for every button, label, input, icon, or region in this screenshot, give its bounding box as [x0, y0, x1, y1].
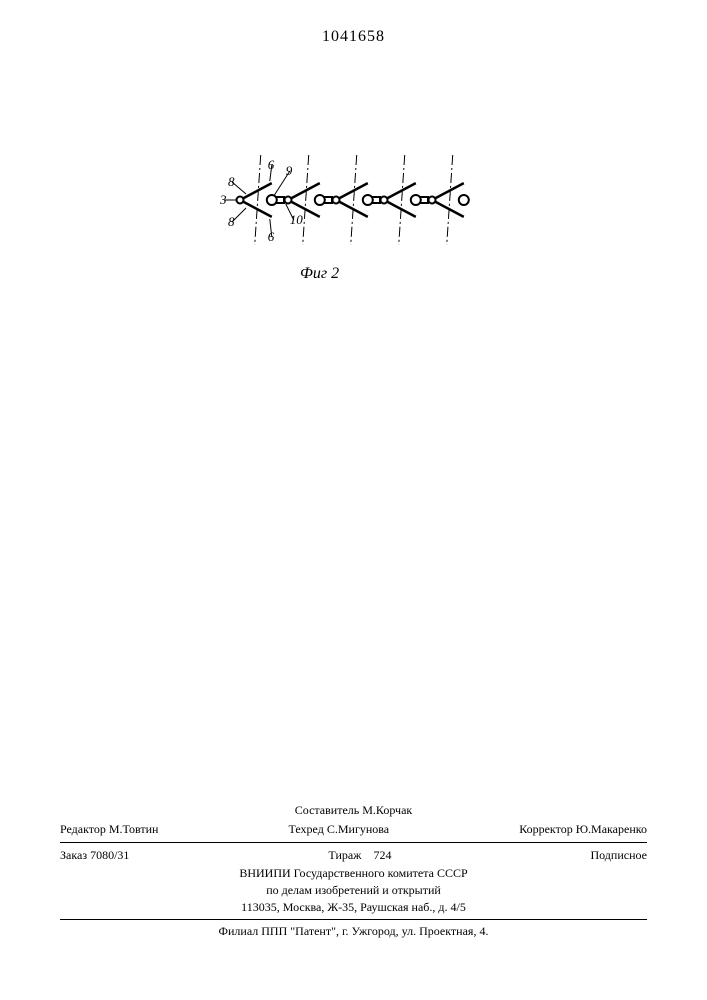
svg-text:9: 9 — [286, 163, 293, 178]
credits-row: Редактор М.Товтин Техред С.Мигунова Корр… — [60, 820, 647, 839]
compiler-name: М.Корчак — [362, 803, 412, 817]
svg-text:3: 3 — [219, 192, 227, 207]
svg-text:6: 6 — [268, 157, 275, 172]
order-cell: Заказ 7080/31 — [60, 848, 129, 863]
imprint-footer: Составитель М.Корчак Редактор М.Товтин Т… — [60, 803, 647, 940]
print-value: 724 — [373, 848, 391, 862]
print-label: Тираж — [328, 848, 361, 862]
sub-label: Подписное — [590, 848, 647, 863]
patent-page: 1041658 38866910 Фиг 2 Составитель М.Кор… — [0, 0, 707, 1000]
org-line2: по делам изобретений и открытий — [60, 882, 647, 899]
editor-name: М.Товтин — [109, 822, 159, 836]
svg-text:8: 8 — [228, 174, 235, 189]
techred-cell: Техред С.Мигунова — [289, 822, 390, 837]
order-label: Заказ — [60, 848, 87, 862]
corrector-name: Ю.Макаренко — [576, 822, 647, 836]
compiler-row: Составитель М.Корчак — [60, 803, 647, 820]
figure-2-diagram: 38866910 — [200, 140, 480, 290]
branch-line: Филиал ППП "Патент", г. Ужгород, ул. Про… — [60, 923, 647, 940]
svg-text:8: 8 — [228, 214, 235, 229]
compiler-label: Составитель — [295, 803, 359, 817]
order-row: Заказ 7080/31 Тираж 724 Подписное — [60, 846, 647, 865]
divider — [60, 919, 647, 920]
corrector-cell: Корректор Ю.Макаренко — [519, 822, 647, 837]
svg-text:10: 10 — [290, 212, 304, 227]
org-line1: ВНИИПИ Государственного комитета СССР — [60, 865, 647, 882]
figure-svg: 38866910 — [200, 140, 480, 280]
techred-label: Техред — [289, 822, 324, 836]
document-number: 1041658 — [0, 28, 707, 46]
figure-caption: Фиг 2 — [300, 265, 339, 283]
editor-label: Редактор — [60, 822, 106, 836]
org-line3: 113035, Москва, Ж-35, Раушская наб., д. … — [60, 899, 647, 916]
corrector-label: Корректор — [519, 822, 573, 836]
order-value: 7080/31 — [90, 848, 129, 862]
svg-text:6: 6 — [268, 229, 275, 244]
techred-name: С.Мигунова — [327, 822, 389, 836]
editor-cell: Редактор М.Товтин — [60, 822, 158, 837]
divider — [60, 842, 647, 843]
print-cell: Тираж 724 — [328, 848, 391, 863]
